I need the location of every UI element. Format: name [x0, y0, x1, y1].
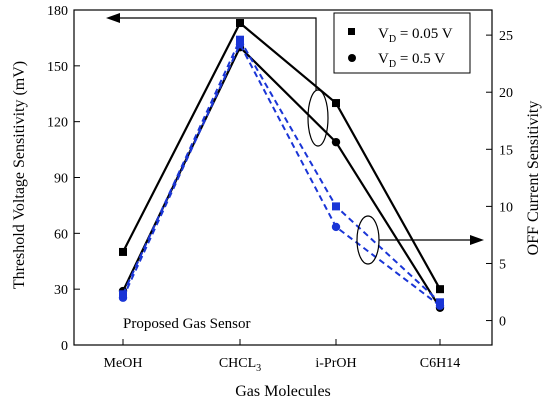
legend-marker-circle	[348, 54, 356, 62]
x-axis-ticks: MeOH CHCL3 i-PrOH C6H14	[104, 339, 460, 374]
left-axis-ticks: 0 30 60 90 120 150 180	[47, 4, 80, 354]
right-tick-label: 15	[499, 143, 513, 158]
right-tick-label: 5	[499, 257, 506, 272]
series-3-point	[236, 35, 244, 44]
right-tick-label: 25	[499, 29, 513, 44]
x-tick-label: CHCL3	[219, 356, 261, 374]
left-tick-label: 30	[54, 283, 68, 298]
annotation-arrowhead-left	[106, 13, 120, 23]
legend-label-2-sub: D	[389, 59, 396, 70]
left-tick-label: 150	[47, 60, 68, 75]
right-axis-label: OFF Current Sensitivity	[525, 101, 542, 256]
left-tick-label: 120	[47, 116, 68, 131]
legend-label-1: VD = 0.05 V	[378, 26, 453, 45]
legend-label-1-sub: D	[389, 34, 396, 45]
annotation-text: Proposed Gas Sensor	[123, 316, 251, 332]
legend-label-1-main: V	[378, 26, 389, 42]
series-4-point	[435, 301, 445, 310]
series-1-point	[436, 285, 444, 294]
right-tick-label: 0	[499, 315, 506, 330]
annotation-arrowhead-right	[470, 235, 484, 245]
left-axis-label: Threshold Voltage Sensitivity (mV)	[11, 61, 28, 289]
left-tick-label: 60	[54, 227, 68, 242]
annotation-arrow-line-left	[118, 17, 317, 90]
annotation-ellipse-voltage	[307, 89, 329, 147]
series-2-point	[331, 137, 341, 147]
series-line-3	[122, 37, 441, 304]
series-1-point	[119, 247, 127, 256]
legend: VD = 0.05 V VD = 0.5 V	[333, 12, 471, 74]
annotation-ellipse-current	[356, 215, 380, 265]
right-tick-label: 20	[499, 86, 513, 101]
legend-label-2: VD = 0.5 V	[378, 51, 445, 70]
legend-label-1-rest: = 0.05 V	[396, 26, 453, 42]
series-group	[118, 19, 445, 312]
series-1-point	[236, 19, 244, 28]
series-1-point	[332, 99, 340, 108]
series-line-4	[122, 41, 441, 307]
x-tick-label: i-PrOH	[315, 356, 356, 371]
x-axis-label: Gas Molecules	[235, 383, 331, 400]
series-line-1	[122, 21, 441, 290]
x-tick-label: MeOH	[104, 356, 143, 371]
left-tick-label: 90	[54, 172, 68, 187]
legend-box	[333, 12, 471, 74]
right-axis-ticks: 0 5 10 15 20 25	[486, 29, 513, 330]
series-3-point	[332, 202, 340, 211]
series-4-point	[235, 40, 245, 49]
right-tick-label: 10	[499, 200, 513, 215]
left-tick-label: 0	[61, 339, 68, 354]
legend-label-2-main: V	[378, 51, 389, 67]
left-tick-label: 180	[47, 4, 68, 19]
series-4-point	[118, 293, 128, 302]
legend-label-2-rest: = 0.5 V	[396, 51, 445, 67]
legend-marker-square	[348, 28, 355, 35]
x-tick-label: C6H14	[420, 356, 460, 371]
series-4-point	[331, 222, 341, 232]
